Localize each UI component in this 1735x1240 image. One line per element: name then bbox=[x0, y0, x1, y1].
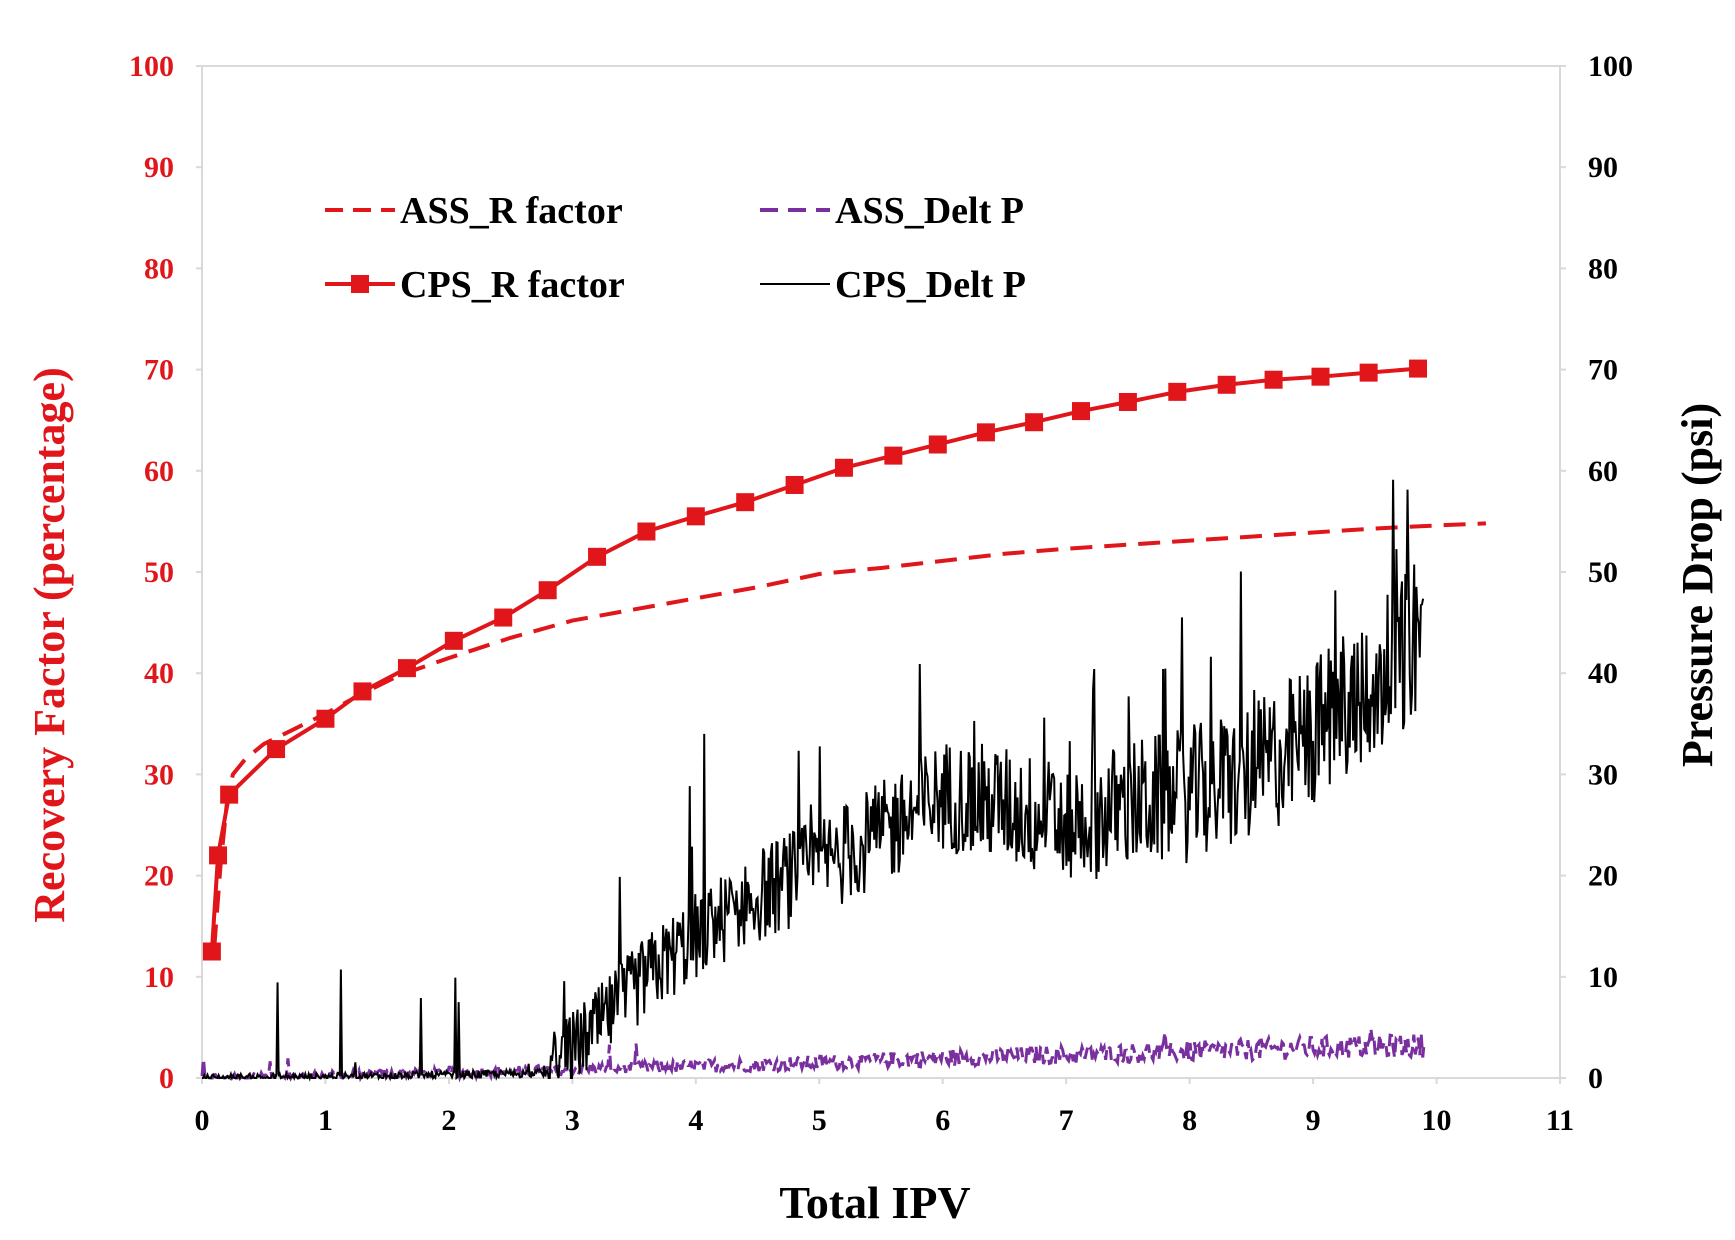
legend-item: CPS_R factor bbox=[325, 264, 625, 306]
ass-r-factor-line bbox=[212, 521, 1487, 947]
cps-r-factor-point bbox=[397, 659, 416, 678]
left-y-tick-label: 50 bbox=[144, 556, 174, 589]
left-y-tick-label: 10 bbox=[144, 961, 174, 994]
cps-r-factor-point bbox=[637, 522, 656, 541]
left-y-tick-label: 80 bbox=[144, 252, 174, 285]
cps-r-factor-point bbox=[538, 581, 557, 600]
right-y-tick-label: 60 bbox=[1588, 455, 1618, 488]
x-tick-label: 11 bbox=[1546, 1104, 1574, 1137]
left-y-tick-label: 100 bbox=[129, 50, 174, 83]
cps-r-factor-point bbox=[220, 785, 239, 804]
right-y-tick-label: 90 bbox=[1588, 151, 1618, 184]
left-y-tick-label: 40 bbox=[144, 657, 174, 690]
legend-item: CPS_Delt P bbox=[760, 264, 1026, 306]
left-y-tick-label: 0 bbox=[159, 1062, 174, 1095]
left-y-tick-label: 20 bbox=[144, 860, 174, 893]
cps-delt-p-line bbox=[202, 479, 1425, 1082]
x-tick-label: 3 bbox=[565, 1104, 580, 1137]
right-y-tick-label: 50 bbox=[1588, 556, 1618, 589]
ass-delt-p-line bbox=[200, 1028, 1426, 1084]
series-ass-r-factor bbox=[212, 521, 1487, 947]
right-y-tick-label: 70 bbox=[1588, 354, 1618, 387]
cps-r-factor-point bbox=[1071, 402, 1090, 421]
cps-r-factor-point bbox=[267, 740, 286, 759]
right-y-tick-label: 0 bbox=[1588, 1062, 1603, 1095]
cps-r-factor-point bbox=[1217, 375, 1236, 394]
x-tick-label: 4 bbox=[688, 1104, 703, 1137]
cps-r-factor-point bbox=[1311, 367, 1330, 386]
cps-r-factor-point bbox=[316, 709, 335, 728]
right-y-tick-label: 10 bbox=[1588, 961, 1618, 994]
cps-r-factor-point bbox=[1168, 382, 1187, 401]
legend-item: ASS_Delt P bbox=[760, 190, 1024, 232]
x-tick-label: 8 bbox=[1182, 1104, 1197, 1137]
cps-r-factor-point bbox=[202, 942, 221, 961]
left-y-axis-title: Recovery Factor (percentage) bbox=[25, 367, 74, 922]
x-tick-label: 9 bbox=[1306, 1104, 1321, 1137]
right-y-tick-label: 20 bbox=[1588, 860, 1618, 893]
cps-r-factor-point bbox=[1409, 359, 1428, 378]
cps-r-factor-point bbox=[834, 458, 853, 477]
left-y-tick-label: 30 bbox=[144, 758, 174, 791]
legend: ASS_R factor ASS_Delt P CPS_R factor CPS_De… bbox=[325, 190, 1026, 306]
legend-label: CPS_Delt P bbox=[835, 264, 1026, 306]
x-tick-label: 0 bbox=[195, 1104, 210, 1137]
legend-label: CPS_R factor bbox=[400, 264, 625, 306]
cps-r-factor-point bbox=[1359, 363, 1378, 382]
right-y-axis-title: Pressure Drop (psi) bbox=[1673, 403, 1722, 767]
cps-r-factor-point bbox=[785, 475, 804, 494]
cps-r-factor-point bbox=[494, 608, 513, 627]
cps-r-factor-line bbox=[209, 366, 1419, 952]
series-ass-delt-p bbox=[200, 1028, 1426, 1084]
right-y-tick-label: 100 bbox=[1588, 50, 1633, 83]
x-tick-label: 2 bbox=[441, 1104, 456, 1137]
cps-r-factor-point bbox=[884, 446, 903, 465]
legend-swatch-marker bbox=[351, 275, 369, 293]
cps-r-factor-point bbox=[353, 682, 372, 701]
left-y-tick-label: 60 bbox=[144, 455, 174, 488]
cps-r-factor-point bbox=[209, 846, 228, 865]
series-cps-delt-p bbox=[202, 479, 1425, 1082]
cps-r-factor-point bbox=[444, 631, 463, 650]
x-tick-label: 7 bbox=[1059, 1104, 1074, 1137]
cps-r-factor-point bbox=[1264, 370, 1283, 389]
series-cps-r-factor bbox=[202, 359, 1428, 961]
legend-label: ASS_R factor bbox=[400, 190, 623, 232]
x-tick-label: 5 bbox=[812, 1104, 827, 1137]
x-tick-label: 10 bbox=[1422, 1104, 1452, 1137]
cps-r-factor-point bbox=[686, 507, 705, 526]
tick-labels: 0102030405060708090100010203040506070809… bbox=[129, 50, 1633, 1137]
cps-r-factor-point bbox=[928, 435, 947, 454]
x-tick-label: 6 bbox=[935, 1104, 950, 1137]
cps-r-factor-point bbox=[1118, 392, 1137, 411]
right-y-tick-label: 40 bbox=[1588, 657, 1618, 690]
cps-r-factor-point bbox=[736, 493, 755, 512]
right-y-tick-label: 80 bbox=[1588, 252, 1618, 285]
cps-r-factor-point bbox=[588, 547, 607, 566]
right-y-tick-label: 30 bbox=[1588, 758, 1618, 791]
left-y-tick-label: 90 bbox=[144, 151, 174, 184]
legend-item: ASS_R factor bbox=[325, 190, 623, 232]
cps-r-factor-point bbox=[976, 423, 995, 442]
legend-label: ASS_Delt P bbox=[835, 190, 1024, 232]
series-layer bbox=[200, 359, 1487, 1084]
x-axis-title: Total IPV bbox=[779, 1177, 970, 1228]
x-tick-label: 1 bbox=[318, 1104, 333, 1137]
left-y-tick-label: 70 bbox=[144, 354, 174, 387]
cps-r-factor-point bbox=[1025, 413, 1044, 432]
